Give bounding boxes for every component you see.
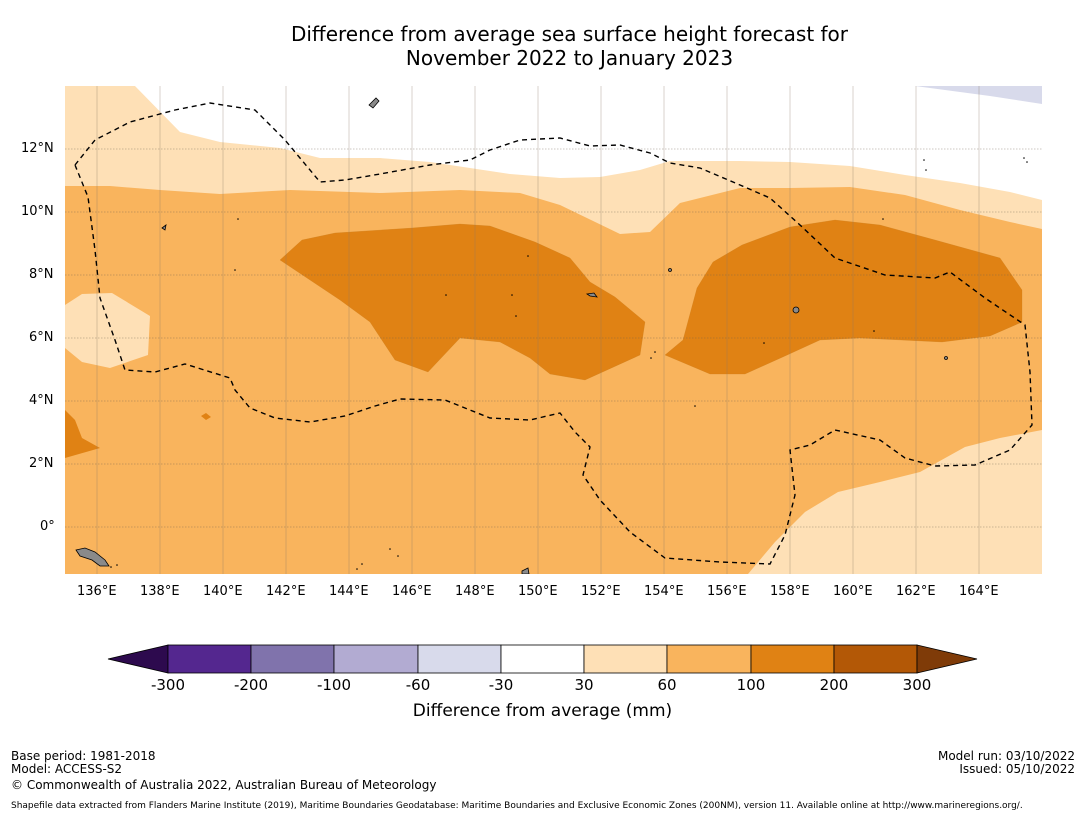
colorbar-swatch (333, 644, 419, 674)
colorbar-swatch (250, 644, 335, 674)
colorbar-tick: 200 (819, 676, 849, 694)
lat-label: 4°N (29, 393, 54, 408)
lon-label: 148°E (455, 584, 495, 599)
lon-label: 138°E (140, 584, 180, 599)
colorbar-tick: 60 (657, 676, 677, 694)
colorbar-extend-low (107, 644, 169, 674)
colorbar-tick: -60 (405, 676, 431, 694)
colorbar-tick: 30 (574, 676, 594, 694)
lon-label: 156°E (707, 584, 747, 599)
colorbar-title: Difference from average (mm) (412, 701, 673, 721)
colorbar-tick: -300 (150, 676, 186, 694)
lon-label: 152°E (581, 584, 621, 599)
colorbar-swatch (167, 644, 252, 674)
band-100-200-west-edge (65, 410, 100, 458)
colorbar-extend-high (916, 644, 978, 674)
islands (75, 97, 948, 574)
lat-label: 2°N (29, 456, 54, 471)
sea-height-map (65, 86, 1042, 574)
lon-label: 136°E (77, 584, 117, 599)
issued-date: Issued: 05/10/2022 (959, 762, 1075, 776)
colorbar-tick: 100 (736, 676, 766, 694)
model-run: Model run: 03/10/2022 (937, 749, 1075, 763)
colorbar-swatch (833, 644, 918, 674)
eez-boundary (74, 102, 1033, 565)
lon-label: 142°E (266, 584, 306, 599)
lon-label: 154°E (644, 584, 684, 599)
band-neutral-north (135, 86, 1042, 200)
lon-label: 150°E (518, 584, 558, 599)
band-30-60-southeast (748, 430, 1042, 574)
lat-label: 0° (40, 519, 55, 534)
colorbar-tick: 300 (902, 676, 932, 694)
band-100-200-west (280, 224, 645, 380)
band-negative-northeast (915, 86, 1042, 104)
band-100-200-small (201, 413, 211, 420)
colorbar-tick: -100 (316, 676, 352, 694)
shapefile-attribution: Shapefile data extracted from Flanders M… (11, 801, 1023, 811)
colorbar-tick: -200 (233, 676, 269, 694)
band-100-200-east (665, 220, 1022, 374)
base-period: Base period: 1981-2018 (11, 749, 156, 763)
lat-label: 8°N (29, 267, 54, 282)
lon-label: 144°E (329, 584, 369, 599)
chart-title: Difference from average sea surface heig… (0, 22, 1085, 70)
model-name: Model: ACCESS-S2 (11, 762, 123, 776)
colorbar (107, 644, 978, 674)
gridlines (96, 86, 980, 574)
colorbar-swatch (417, 644, 502, 674)
band-30-60-west (65, 293, 150, 368)
title-line-1: Difference from average sea surface heig… (290, 22, 849, 46)
copyright: © Commonwealth of Australia 2022, Austra… (11, 778, 437, 792)
colorbar-swatch (583, 644, 668, 674)
colorbar-swatch (666, 644, 752, 674)
lat-label: 6°N (29, 330, 54, 345)
lat-label: 10°N (21, 204, 54, 219)
lon-label: 162°E (896, 584, 936, 599)
lon-label: 140°E (203, 584, 243, 599)
lon-label: 160°E (833, 584, 873, 599)
lon-label: 146°E (392, 584, 432, 599)
lon-label: 158°E (770, 584, 810, 599)
colorbar-swatch (750, 644, 835, 674)
colorbar-swatch (500, 644, 585, 674)
lon-label: 164°E (959, 584, 999, 599)
lat-label: 12°N (21, 141, 54, 156)
title-line-2: November 2022 to January 2023 (405, 46, 734, 70)
colorbar-tick: -30 (488, 676, 514, 694)
